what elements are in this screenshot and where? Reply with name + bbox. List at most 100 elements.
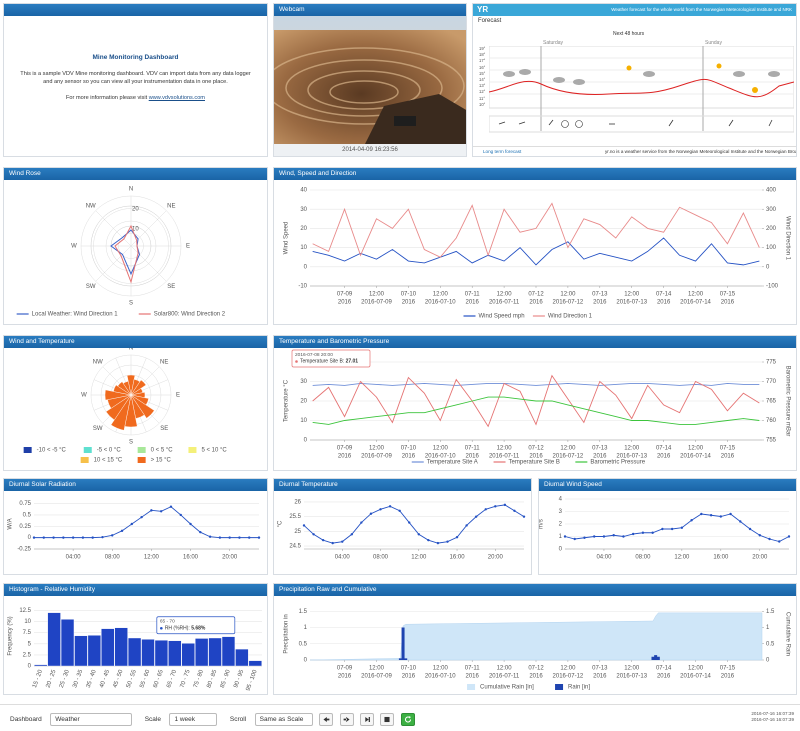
next-button[interactable] [339, 713, 354, 727]
y2-tick-label: 400 [766, 188, 777, 194]
y-tick-label: 40 [300, 188, 307, 194]
x-tick-label: 07-11 [465, 446, 481, 452]
tooltip-bullet [295, 360, 298, 363]
x-tick-label: 2016-07-14 [680, 300, 711, 306]
bar [141, 639, 155, 667]
x-tick-label: 08:00 [635, 555, 651, 561]
x-tick-label: 2016-07-11 [489, 454, 520, 460]
x-tick-label: 12:00 [433, 292, 449, 298]
bar [221, 636, 236, 667]
scale-label: Scale [144, 716, 161, 724]
point [631, 532, 635, 536]
point [494, 505, 497, 508]
x-tick-label: 07-12 [528, 446, 544, 452]
dashboard-select[interactable]: Weather [50, 713, 133, 727]
x-tick-label: 07-15 [720, 292, 736, 298]
point [189, 522, 192, 526]
scale-select[interactable]: 1 week [169, 713, 218, 727]
x-tick-label: 2016-07-13 [616, 454, 647, 460]
webcam-image [274, 16, 466, 146]
y-tick-label: -10 [298, 284, 307, 290]
point [474, 515, 478, 518]
scale-label: 14° [479, 77, 486, 83]
refresh-button[interactable] [400, 713, 415, 727]
x-tick-label: 12:00 [433, 446, 449, 452]
panel-header [4, 4, 267, 16]
point [709, 514, 713, 517]
scale-label: 11° [479, 95, 486, 101]
point [199, 530, 202, 534]
bar [651, 656, 655, 660]
x-tick-label: 2016-07-09 [361, 300, 392, 306]
scale-label: 18° [479, 52, 486, 58]
bar [404, 658, 408, 660]
x-tick-label: 08:00 [105, 555, 121, 561]
bar [127, 637, 142, 667]
scale-label: 13° [479, 83, 486, 89]
point [140, 515, 143, 519]
wind-sector [110, 394, 132, 431]
bar [248, 660, 262, 667]
wind-sector [104, 389, 132, 401]
x-tick-label: 2016-07-13 [616, 674, 647, 680]
x-tick-label: 2016 [593, 300, 607, 306]
polar-spoke [95, 210, 132, 247]
prev-button[interactable] [319, 713, 334, 727]
scale-label: 16° [479, 64, 486, 70]
point [513, 509, 516, 512]
x-tick-label: 25 - 30 [59, 669, 71, 689]
y-axis-label: W/A [8, 518, 14, 529]
intro-more: For more information please visit [66, 95, 148, 101]
chart-panel: Diurnal Solar Radiation -0.25 0 0.25 0.5 0.75… [3, 478, 268, 575]
point [503, 503, 507, 507]
y-tick-label: 10 [24, 619, 31, 625]
intro-link[interactable]: www.vdvsolutions.com [148, 95, 205, 101]
scale-label: 12° [479, 89, 486, 95]
forecast-graphic [489, 46, 794, 133]
y-tick-label: 24.5 [289, 544, 301, 550]
legend-symbol [137, 457, 146, 463]
bar [114, 627, 128, 667]
y-axis-label: m/s [539, 519, 545, 529]
point [321, 538, 325, 542]
intro-text: This is a sample VDV Mine monitoring das… [20, 71, 251, 85]
x-tick-label: 20:00 [752, 555, 768, 561]
point [228, 536, 231, 539]
webcam-panel: Webcam 2014-04-09 16:23:56 [273, 3, 467, 157]
x-tick-label: 2016-07-12 [553, 674, 584, 680]
point [787, 535, 791, 538]
panel-header: Diurnal Solar Radiation [4, 479, 267, 491]
legend-label: Wind Direction 1 [548, 314, 593, 320]
point [729, 512, 732, 516]
end-button[interactable] [359, 713, 374, 727]
webcam-caption: 2014-04-09 16:23:56 [274, 144, 466, 156]
scroll-label: Scroll [229, 716, 247, 724]
x-tick-label: 2016-07-10 [425, 674, 456, 680]
x-tick-label: 2016-07-14 [680, 454, 711, 460]
x-tick-label: 07-13 [592, 446, 608, 452]
calendar-button[interactable] [380, 713, 395, 727]
point [120, 529, 124, 533]
x-tick-label: 12:00 [624, 292, 640, 298]
x-tick-label: 45 - 50 [113, 669, 125, 689]
scroll-select[interactable]: Same as Scale [254, 713, 313, 727]
x-tick-label: 2016-07-11 [489, 300, 520, 306]
x-tick-label: 2016 [593, 674, 607, 680]
y-tick-label: 10 [300, 245, 307, 251]
y-tick-label: 12.5 [19, 608, 31, 614]
y-tick-label: 1 [304, 625, 308, 631]
forecast-subtitle: Next 48 hours [613, 31, 645, 37]
legend-label: Temperature Site B [509, 460, 560, 466]
long-term-link[interactable]: Long term forecast [483, 149, 522, 154]
y2-tick-label: 100 [766, 245, 777, 251]
x-tick-label: 2016-07-12 [553, 454, 584, 460]
point [350, 533, 354, 536]
chart-panel: Wind Rose 10 20 N NE E SE S SW W NW Local Weather: … [3, 167, 268, 325]
tooltip-value: 27.01 [346, 359, 359, 365]
chart-panel: Diurnal Temperature 24.5 25 25.5 26 04:00 08:0… [273, 478, 532, 575]
x-tick-label: 12:00 [144, 555, 160, 561]
point [248, 536, 251, 539]
x-tick-label: 30 - 35 [72, 669, 84, 689]
point [341, 540, 344, 543]
x-tick-label: 90 - 95 [233, 669, 245, 689]
